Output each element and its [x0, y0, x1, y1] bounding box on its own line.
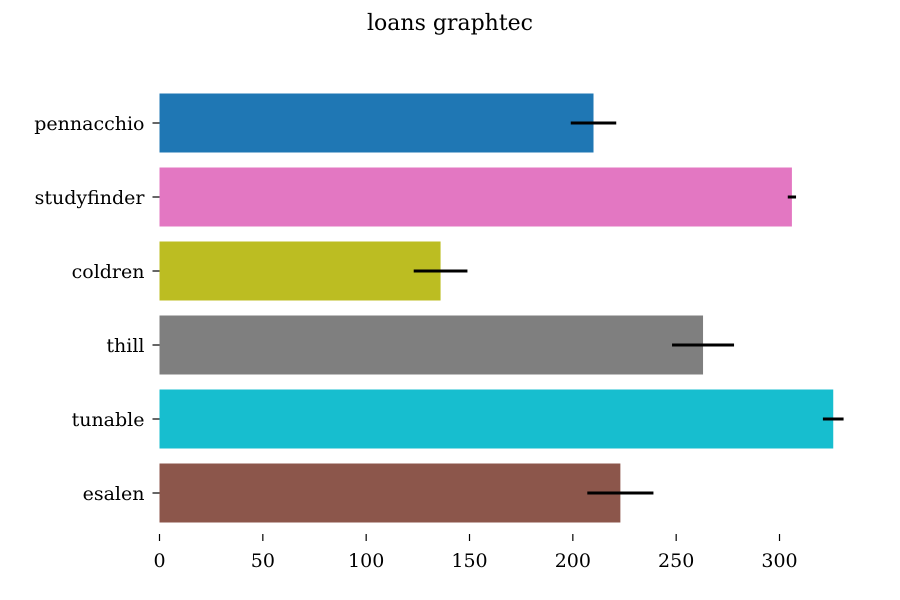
x-tick-label-200: 200: [555, 550, 591, 572]
bars-group: [159, 93, 834, 523]
y-tick-label-tunable: tunable: [72, 409, 145, 431]
y-tick-label-studyfinder: studyfinder: [35, 187, 146, 209]
error-bars-group: [413, 121, 844, 495]
x-tick-label-50: 50: [251, 550, 275, 572]
x-tick-label-300: 300: [761, 550, 797, 572]
y-tick-label-thill: thill: [106, 335, 144, 357]
y-axis: pennacchio studyfinder coldren thill tunable…: [34, 113, 160, 505]
y-tick-label-pennacchio: pennacchio: [34, 113, 144, 135]
y-tick-label-esalen: esalen: [83, 483, 145, 505]
bar-coldren: [159, 241, 441, 301]
x-tick-label-100: 100: [348, 550, 384, 572]
bar-pennacchio: [159, 93, 594, 153]
bar-thill: [159, 315, 704, 375]
x-tick-label-0: 0: [153, 550, 165, 572]
bar-esalen: [159, 463, 621, 523]
bar-studyfinder: [159, 167, 792, 227]
x-tick-label-150: 150: [451, 550, 487, 572]
chart-title: loans graphtec: [367, 11, 533, 36]
bar-tunable: [159, 389, 834, 449]
y-tick-label-coldren: coldren: [72, 261, 145, 283]
x-axis: 0 50 100 150 200 250 300: [153, 534, 798, 572]
x-tick-label-250: 250: [658, 550, 694, 572]
